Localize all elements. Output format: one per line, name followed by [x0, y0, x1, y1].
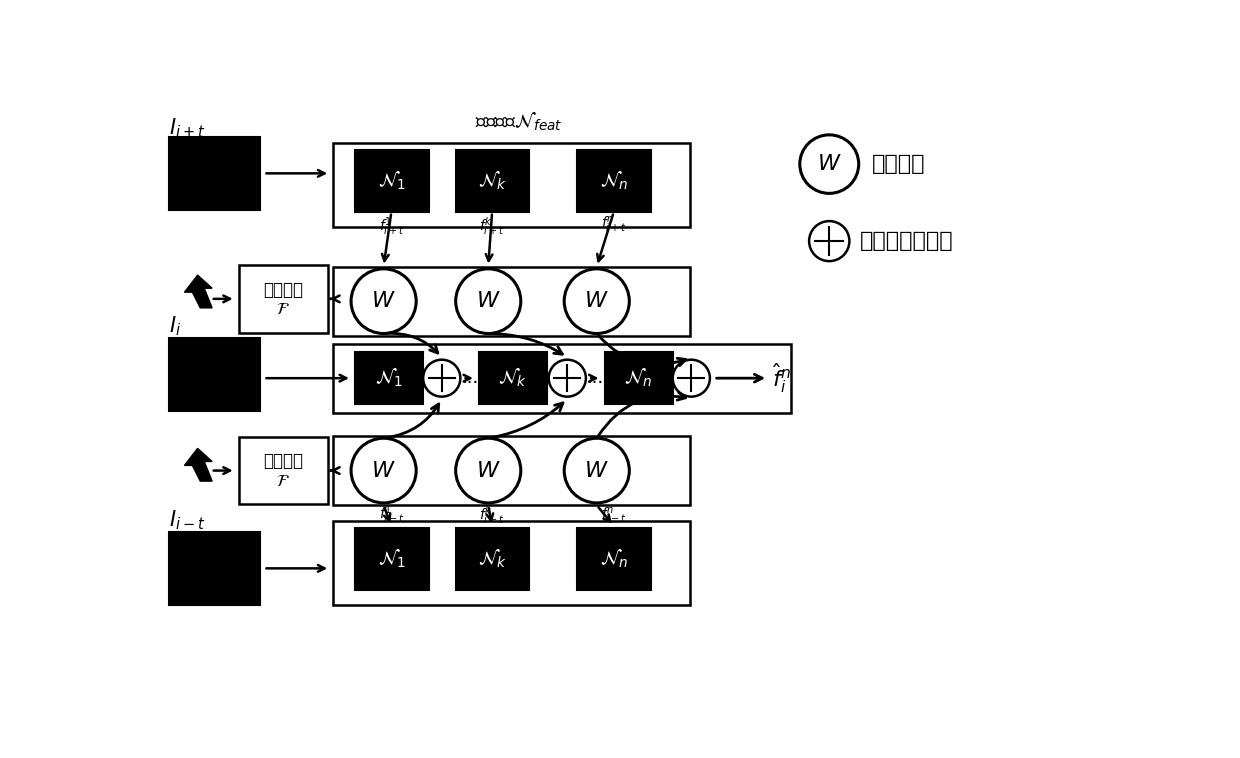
Text: $\mathcal{N}_k$: $\mathcal{N}_k$	[477, 170, 507, 193]
Circle shape	[423, 360, 460, 396]
Circle shape	[564, 269, 629, 334]
Bar	[169, 532, 260, 606]
Text: $f_{i+t}^{1}$: $f_{i+t}^{1}$	[378, 215, 404, 237]
Bar	[578, 150, 651, 211]
Text: $\mathcal{F}$: $\mathcal{F}$	[277, 301, 290, 318]
Text: ...: ...	[433, 172, 450, 190]
Bar	[355, 352, 423, 404]
Circle shape	[456, 269, 521, 334]
Text: $W$: $W$	[371, 290, 396, 312]
Text: $f_{i-t}^{n}$: $f_{i-t}^{n}$	[601, 506, 626, 526]
Text: $\mathcal{N}_k$: $\mathcal{N}_k$	[477, 548, 507, 570]
Text: $W$: $W$	[584, 459, 609, 481]
Bar	[169, 137, 260, 210]
Text: $f_{i-t}^{1}$: $f_{i-t}^{1}$	[378, 503, 404, 526]
Text: $\hat{f}_i^n$: $\hat{f}_i^n$	[771, 362, 791, 395]
Bar	[578, 528, 651, 590]
Circle shape	[672, 360, 711, 396]
Bar	[605, 352, 672, 404]
Text: $\mathcal{N}_k$: $\mathcal{N}_k$	[498, 367, 528, 390]
Text: $W$: $W$	[371, 459, 396, 481]
Text: 帧级别特征聚合: 帧级别特征聚合	[861, 231, 954, 251]
Text: $W$: $W$	[476, 290, 501, 312]
Text: ...: ...	[544, 172, 562, 190]
Bar	[334, 267, 689, 336]
Bar	[238, 437, 327, 505]
Text: $W$: $W$	[476, 459, 501, 481]
Text: $I_{i-t}$: $I_{i-t}$	[169, 509, 206, 532]
Polygon shape	[185, 449, 212, 481]
Text: ...: ...	[544, 550, 562, 568]
Bar	[334, 143, 689, 227]
Text: 特征网络$\mathcal{N}_{feat}$: 特征网络$\mathcal{N}_{feat}$	[475, 111, 563, 133]
Text: 光流网络: 光流网络	[263, 453, 303, 470]
Text: 特征传播: 特征传播	[872, 154, 925, 174]
Circle shape	[564, 438, 629, 503]
Text: $I_{i+t}$: $I_{i+t}$	[169, 117, 206, 140]
Circle shape	[800, 135, 858, 193]
Text: $\mathcal{N}_1$: $\mathcal{N}_1$	[374, 367, 403, 390]
Text: $\mathcal{N}_1$: $\mathcal{N}_1$	[378, 170, 405, 193]
Text: ...: ...	[461, 369, 479, 387]
Bar	[238, 265, 327, 333]
Text: $\mathcal{N}_n$: $\mathcal{N}_n$	[624, 367, 653, 390]
Text: $\mathcal{N}_n$: $\mathcal{N}_n$	[600, 170, 629, 193]
Text: ...: ...	[433, 550, 450, 568]
Circle shape	[351, 269, 417, 334]
Bar	[334, 343, 791, 413]
Text: $I_i$: $I_i$	[169, 315, 181, 338]
Text: $\mathcal{N}_n$: $\mathcal{N}_n$	[600, 548, 629, 570]
Circle shape	[351, 438, 417, 503]
Text: $W$: $W$	[817, 153, 842, 175]
Bar	[169, 338, 260, 412]
Text: $W$: $W$	[584, 290, 609, 312]
Text: $f_{i-t}^{k}$: $f_{i-t}^{k}$	[480, 504, 505, 526]
Text: $f_{i+t}^{n}$: $f_{i+t}^{n}$	[601, 215, 626, 235]
Bar	[334, 436, 689, 506]
Bar	[456, 150, 529, 211]
Bar	[355, 528, 429, 590]
Text: $\mathcal{F}$: $\mathcal{F}$	[277, 473, 290, 490]
Circle shape	[808, 221, 849, 261]
Text: 光流网络: 光流网络	[263, 280, 303, 299]
Bar	[334, 521, 689, 606]
Text: ...: ...	[587, 369, 604, 387]
Circle shape	[456, 438, 521, 503]
Bar	[355, 150, 429, 211]
Text: $\mathcal{N}_1$: $\mathcal{N}_1$	[378, 548, 405, 570]
Bar	[456, 528, 529, 590]
Circle shape	[548, 360, 585, 396]
Bar	[479, 352, 547, 404]
Text: $f_{i+t}^{k}$: $f_{i+t}^{k}$	[480, 215, 505, 236]
Polygon shape	[185, 275, 212, 308]
